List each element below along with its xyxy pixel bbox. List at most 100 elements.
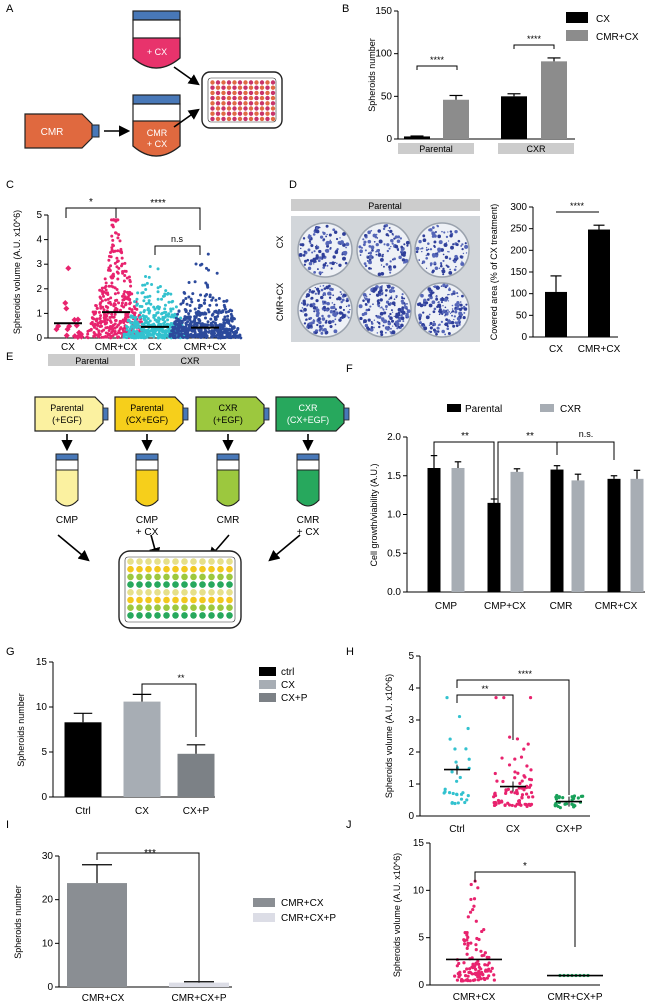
d-colony [397,235,401,239]
c-point [156,297,160,301]
d-colony [401,297,404,300]
d-colony [382,324,385,327]
c-point [189,332,193,336]
c-point [205,334,209,338]
d-colony [373,240,376,243]
d-colony [397,313,401,317]
c-point [193,315,197,319]
b-legend-swatch-cmr-cx [566,30,588,41]
h-point [523,802,527,806]
c-point [118,327,122,331]
j-point [485,976,489,980]
d-colony [434,266,439,271]
plate-a-well [226,95,232,101]
d-colony [328,296,332,300]
c-point [168,323,172,327]
d-colony [368,254,373,259]
c-point [173,325,177,329]
d-colony [390,238,394,243]
c-point [63,305,70,312]
plate-e-well [145,558,152,565]
c-group-cxr: CXR [180,356,200,366]
y-tick-label: 100 [375,49,392,60]
panel-f-chart: 0.0 0.5 1.0 1.5 2.0 Cell growth/viability (A… [369,404,645,612]
c-point [118,319,122,323]
c-point [164,289,168,293]
plate-a-well [248,101,254,106]
plate-e-well [163,573,170,581]
c-point [97,310,101,314]
g-legend-cxp: CX+P [281,693,308,704]
i-bar [67,883,127,987]
h-point [443,787,447,791]
d-colony [334,323,337,326]
plate-a-well [248,106,254,111]
d-colony [451,310,455,313]
plate-e-well [145,596,152,604]
plate-e-well [136,596,143,604]
d-colony [349,308,351,311]
h-point [502,696,506,700]
d-colony [318,325,322,328]
tube-cmr-cx: CMR + CX [132,94,181,157]
flask-cmr: CMR [24,113,100,149]
d-colony [332,228,336,232]
h-point [459,792,464,796]
c-point [86,336,90,340]
h-point [531,795,535,799]
c-point [198,335,202,339]
y-tick-label: 300 [510,202,527,213]
plate-a-well [221,85,226,90]
b-bar-cmr+cx [541,61,567,140]
h-point [515,802,519,806]
d-colony [440,320,444,323]
d-colony [402,262,405,264]
c-point [148,265,152,269]
c-point [156,290,160,294]
d-colony [373,326,375,329]
d-colony [319,235,324,239]
c-point [120,262,124,266]
h-point [499,799,504,803]
d-colony [386,243,390,247]
d-colony [380,317,385,321]
h-point [493,771,497,776]
b-sig-bracket-2 [513,44,555,49]
c-point [219,336,223,340]
plate-e-well [172,604,179,611]
h-point [443,790,447,794]
plate-a-well [237,85,243,90]
plate-e-well [181,558,188,565]
plate-a-well [226,90,232,96]
d-colony [418,239,422,244]
plate-e-well [172,596,179,604]
h-point [506,787,510,791]
d-colony [370,322,374,325]
d-colony [321,324,325,327]
d-bar [545,291,567,337]
d-colony [465,303,468,306]
c-point [116,335,120,339]
d-colony [358,304,363,309]
h-point [494,802,498,807]
c-point [136,291,140,295]
c-point [144,288,148,292]
d-colony [448,257,452,260]
d-colony [446,327,450,331]
d-colony [433,261,437,265]
c-point [116,236,120,240]
plate-a-well [237,116,243,122]
d-colony [432,310,436,314]
e-source-cap [102,407,109,421]
c-point [130,310,134,314]
j-point [487,974,491,978]
c-point [160,297,164,301]
c-point [179,316,183,320]
c-point [155,311,159,315]
plate-e-well [172,589,179,596]
plate-a-well [259,106,265,111]
h-point [522,747,526,751]
d-colony [459,303,463,307]
c-point [214,298,218,302]
plate-e-well [127,604,134,611]
